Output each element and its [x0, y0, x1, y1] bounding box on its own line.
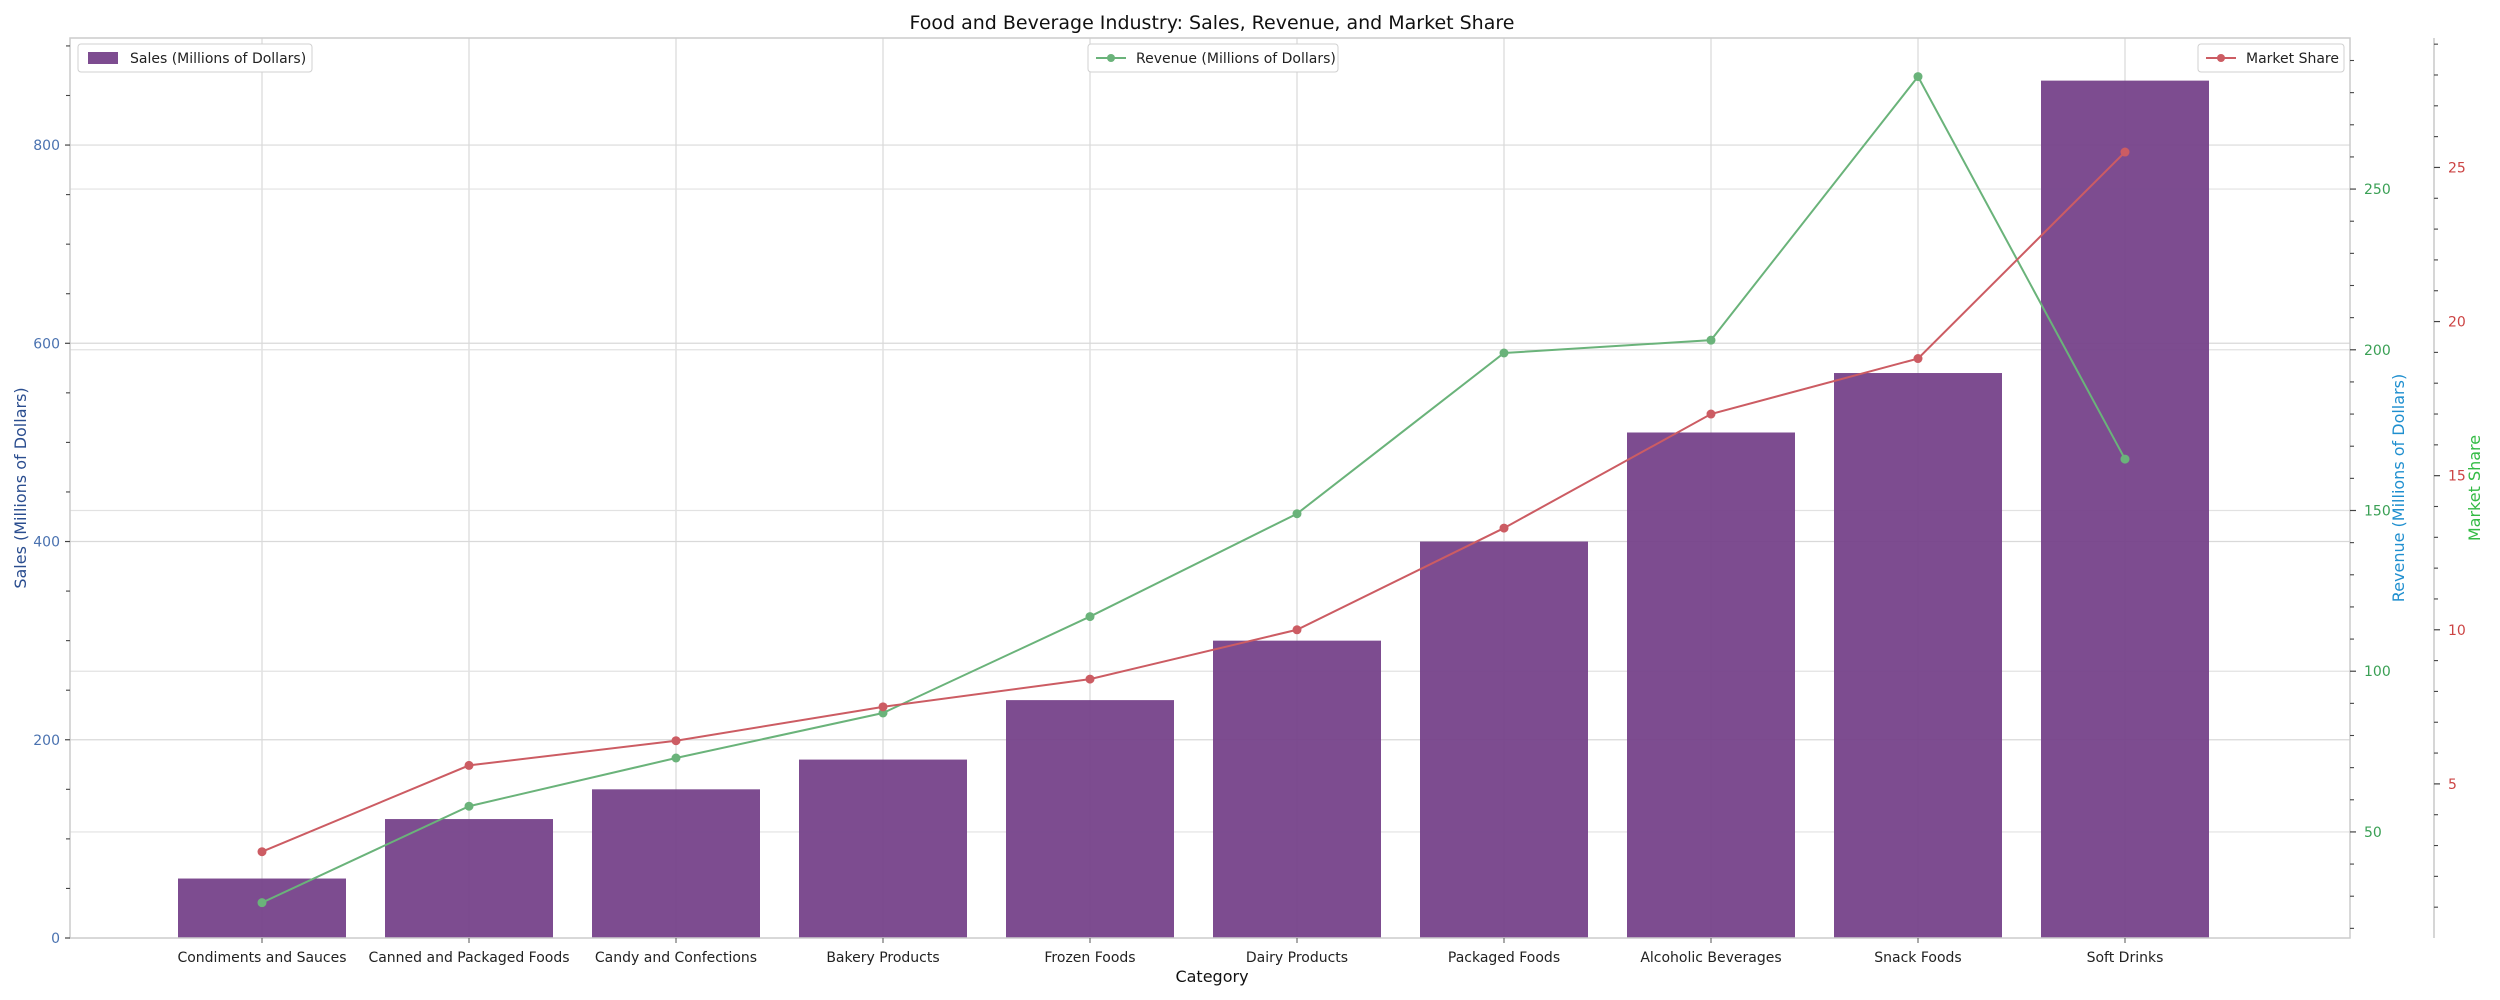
left-tick-label: 800 — [33, 138, 60, 154]
x-tick-label: Bakery Products — [826, 950, 939, 966]
sales-bar — [1834, 373, 2002, 938]
left-tick-label: 200 — [33, 733, 60, 749]
legend-revenue: Revenue (Millions of Dollars) — [1087, 43, 1339, 73]
right1-axis-label: Revenue (Millions of Dollars) — [2389, 374, 2408, 602]
right2-tick-label: 5 — [2448, 777, 2457, 793]
plot-frame — [69, 37, 2351, 939]
x-axis-label: Category — [1175, 967, 1248, 986]
revenue-point — [1499, 348, 1509, 358]
x-tick-label: Snack Foods — [1874, 950, 1961, 966]
right2-tick-label: 20 — [2448, 315, 2466, 331]
bar-series — [178, 80, 2209, 938]
sales-bar — [1213, 640, 1381, 938]
revenue-point — [1706, 335, 1716, 345]
legend-sales: Sales (Millions of Dollars) — [77, 43, 313, 73]
x-tick-label: Frozen Foods — [1044, 950, 1135, 966]
legend-revenue-marker — [1107, 54, 1115, 62]
revenue-point — [464, 801, 474, 811]
right2-tick-label: 25 — [2448, 160, 2466, 176]
market-share-point — [878, 702, 888, 712]
market-share-point — [1292, 625, 1302, 635]
x-tick-label: Candy and Confections — [595, 950, 757, 966]
sales-bar — [2041, 80, 2209, 938]
right1-tick-label: 100 — [2364, 664, 2391, 680]
sales-bar — [1627, 432, 1795, 938]
x-tick-label: Dairy Products — [1246, 950, 1348, 966]
left-axis-label: Sales (Millions of Dollars) — [11, 387, 30, 588]
right2-axis-label: Market Share — [2465, 435, 2484, 541]
x-tick-label: Canned and Packaged Foods — [368, 950, 569, 966]
sales-bar — [178, 878, 346, 938]
revenue-point — [2120, 454, 2130, 464]
legend-revenue-label: Revenue (Millions of Dollars) — [1136, 51, 1336, 67]
sales-bar — [799, 759, 967, 938]
x-tick-label: Packaged Foods — [1448, 950, 1560, 966]
left-tick-label: 400 — [33, 535, 60, 551]
sales-bar — [592, 789, 760, 938]
right2-tick-label: 15 — [2448, 469, 2466, 485]
chart-title: Food and Beverage Industry: Sales, Reven… — [910, 12, 1515, 34]
market-share-point — [1499, 523, 1509, 533]
revenue-point — [1913, 72, 1923, 82]
legend-market-share-marker — [2217, 54, 2225, 62]
legend-market-share-label: Market Share — [2246, 51, 2339, 67]
x-tick-label: Alcoholic Beverages — [1640, 950, 1781, 966]
market-share-point — [257, 847, 267, 857]
right1-tick-label: 50 — [2364, 825, 2382, 841]
revenue-point — [878, 708, 888, 718]
market-share-point — [671, 736, 681, 746]
right2-tick-label: 10 — [2448, 623, 2466, 639]
x-tick-label: Soft Drinks — [2087, 950, 2164, 966]
revenue-point — [1085, 612, 1095, 622]
market-share-line — [261, 151, 2126, 853]
market-share-point — [1913, 354, 1923, 364]
market-share-point — [2120, 147, 2130, 157]
sales-bar — [385, 819, 553, 938]
legend-sales-label: Sales (Millions of Dollars) — [130, 51, 306, 67]
left-tick-label: 600 — [33, 336, 60, 352]
market-share-point — [464, 760, 474, 770]
sales-bar — [1006, 700, 1174, 938]
legend-market-share: Market Share — [2197, 43, 2345, 73]
revenue-point — [257, 898, 267, 908]
revenue-point — [671, 753, 681, 763]
axes: Condiments and Sauces Canned and Packaged… — [33, 38, 2466, 966]
line-series — [257, 72, 2130, 908]
right1-tick-label: 250 — [2364, 182, 2391, 198]
market-share-point — [1085, 674, 1095, 684]
x-tick-label: Condiments and Sauces — [177, 950, 346, 966]
sales-bar — [1420, 541, 1588, 938]
market-share-point — [1706, 409, 1716, 419]
right1-tick-label: 200 — [2364, 343, 2391, 359]
right1-tick-label: 150 — [2364, 504, 2391, 520]
left-tick-label: 0 — [51, 931, 60, 947]
legend-sales-swatch — [88, 52, 118, 64]
revenue-line — [261, 74, 2126, 904]
revenue-point — [1292, 509, 1302, 519]
